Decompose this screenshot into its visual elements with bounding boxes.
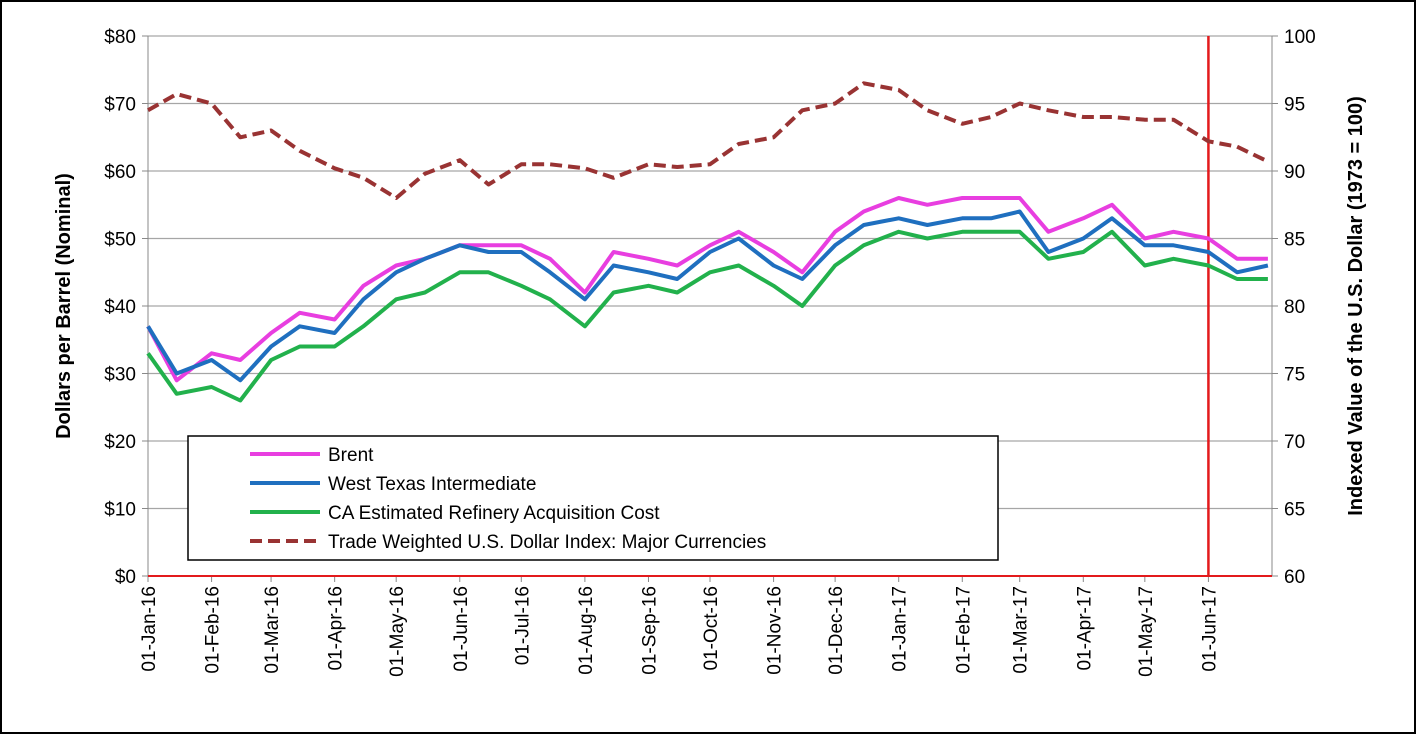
y-tick-label: $60 xyxy=(104,162,136,183)
x-tick-label: 01-Aug-16 xyxy=(576,586,597,675)
x-tick-label: 01-Jul-16 xyxy=(512,586,533,665)
series-line xyxy=(147,81,1269,200)
legend-label: Brent xyxy=(328,445,374,466)
y-tick-label: $30 xyxy=(104,365,136,386)
legend-label: CA Estimated Refinery Acquisition Cost xyxy=(328,503,660,524)
y-tick-label: $40 xyxy=(104,297,136,318)
y2-axis-title: Indexed Value of the U.S. Dollar (1973 =… xyxy=(1345,96,1367,516)
y2-tick-label: 85 xyxy=(1284,230,1305,251)
y-tick-label: $70 xyxy=(104,95,136,116)
legend-box xyxy=(187,435,999,561)
y-tick-label: $10 xyxy=(104,500,136,521)
x-tick-label: 01-Jan-17 xyxy=(890,586,911,672)
x-tick-label: 01-Sep-16 xyxy=(639,586,660,675)
y-tick-label: $20 xyxy=(104,432,136,453)
series-line xyxy=(146,196,1268,383)
y-tick-label: $0 xyxy=(115,567,136,588)
y2-tick-label: 80 xyxy=(1284,297,1305,318)
y2-tick-label: 90 xyxy=(1284,162,1305,183)
y2-tick-label: 75 xyxy=(1284,365,1305,386)
y-axis-title: Dollars per Barrel (Nominal) xyxy=(53,173,75,439)
x-tick-label: 01-Feb-16 xyxy=(203,586,224,674)
series-line xyxy=(146,209,1269,383)
legend-label: Trade Weighted U.S. Dollar Index: Major … xyxy=(328,532,766,553)
series-line xyxy=(146,229,1268,403)
y2-tick-label: 60 xyxy=(1284,567,1305,588)
legend-label: West Texas Intermediate xyxy=(328,474,536,495)
x-tick-label: 01-Mar-16 xyxy=(262,586,283,674)
x-tick-label: 01-Dec-16 xyxy=(826,586,847,675)
x-tick-label: 01-Mar-17 xyxy=(1011,586,1032,674)
x-tick-label: 01-May-16 xyxy=(387,586,408,677)
y2-tick-label: 70 xyxy=(1284,432,1305,453)
y2-tick-label: 65 xyxy=(1284,500,1305,521)
x-tick-label: 01-Apr-17 xyxy=(1074,586,1095,671)
y-tick-label: $80 xyxy=(104,27,136,48)
x-tick-label: 01-Jan-16 xyxy=(139,586,160,672)
y-tick-label: $50 xyxy=(104,230,136,251)
x-tick-label: 01-Jun-16 xyxy=(451,586,472,672)
x-tick-label: 01-Jun-17 xyxy=(1199,586,1220,672)
x-tick-label: 01-Oct-16 xyxy=(701,586,722,670)
y2-tick-label: 95 xyxy=(1284,95,1305,116)
y2-tick-label: 100 xyxy=(1284,27,1316,48)
x-tick-label: 01-Nov-16 xyxy=(765,586,786,675)
x-tick-label: 01-Apr-16 xyxy=(326,586,347,671)
x-tick-label: 01-May-17 xyxy=(1136,586,1157,677)
x-tick-label: 01-Feb-17 xyxy=(953,586,974,674)
